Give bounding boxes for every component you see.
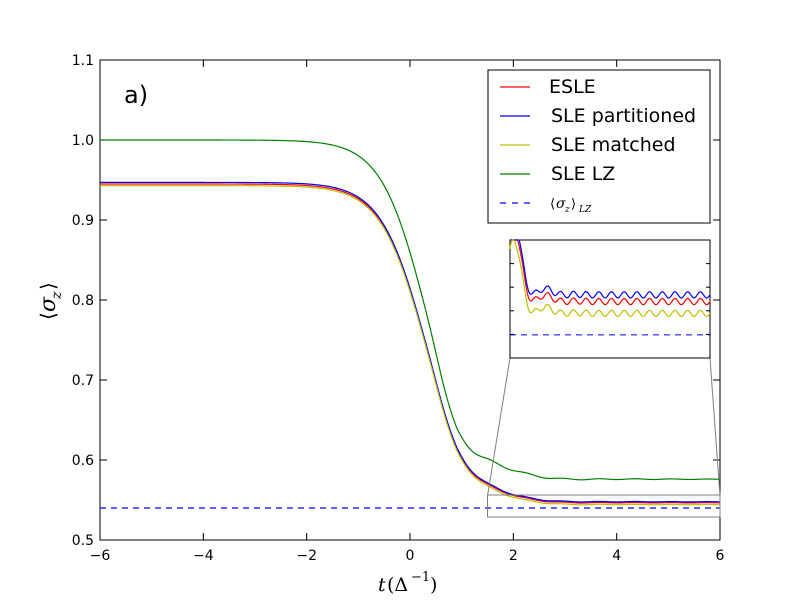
- legend-frame: [487, 69, 711, 224]
- series-layer: [100, 139, 721, 509]
- legend-label: SLE partitioned: [551, 105, 696, 127]
- svg-text:(Δ: (Δ: [387, 574, 408, 596]
- inset-layer: [487, 239, 721, 518]
- x-tick-label: −4: [193, 548, 214, 564]
- x-tick-label: 0: [406, 548, 415, 564]
- axes: −6 −4 −2 0 2 4 6 0.5 0.6 0.7 0.8 0.9 1.0 1.1: [72, 53, 725, 564]
- y-tick-label: 1.1: [72, 53, 94, 69]
- legend-label: ⟨ σ z ⟩ LZ: [550, 196, 592, 215]
- svg-text:z: z: [564, 205, 570, 215]
- x-tick-label: 4: [612, 548, 621, 564]
- x-tick-label: −6: [90, 548, 111, 564]
- legend: ESLE SLE partitioned SLE matched SLE LZ ⟨ σ z ⟩…: [487, 69, 711, 224]
- inset-series-esle: [510, 239, 711, 306]
- y-tick-label: 0.7: [72, 373, 94, 389]
- legend-label: SLE matched: [551, 134, 676, 156]
- svg-text:σ: σ: [556, 196, 566, 212]
- x-tick-label: 2: [509, 548, 518, 564]
- x-axis-label: t (Δ −1 ): [378, 570, 437, 596]
- svg-text:t: t: [378, 574, 386, 596]
- y-axis-label: ⟨ σ z ⟩: [36, 282, 65, 320]
- inset-series-sle-matched: [509, 239, 711, 318]
- svg-text:): ): [430, 574, 437, 596]
- svg-text:⟨: ⟨: [36, 312, 60, 320]
- svg-text:−1: −1: [411, 570, 430, 585]
- x-tick-label: −2: [296, 548, 317, 564]
- legend-label: SLE LZ: [551, 163, 615, 185]
- panel-label: a): [124, 81, 148, 109]
- x-tick-label: 6: [716, 548, 725, 564]
- svg-text:σ: σ: [36, 296, 61, 312]
- y-tick-label: 0.6: [72, 453, 94, 469]
- y-tick-label: 1.0: [72, 133, 94, 149]
- svg-text:LZ: LZ: [578, 205, 592, 215]
- zoom-connector: [709, 357, 721, 497]
- y-tick-label: 0.8: [72, 293, 94, 309]
- legend-label: ESLE: [549, 76, 596, 98]
- zoom-connector: [487, 357, 511, 497]
- series-sle-matched: [100, 185, 721, 506]
- svg-text:⟩: ⟩: [36, 282, 60, 290]
- svg-text:z: z: [49, 291, 65, 300]
- y-tick-label: 0.9: [72, 213, 94, 229]
- series-sle-partitioned: [100, 181, 721, 503]
- zoom-box: [487, 494, 721, 518]
- inset-series-sle-partitioned: [510, 239, 711, 299]
- series-sle-lz: [100, 139, 721, 481]
- svg-text:⟨: ⟨: [550, 197, 555, 212]
- svg-text:⟩: ⟩: [571, 197, 576, 212]
- y-tick-label: 0.5: [72, 533, 94, 549]
